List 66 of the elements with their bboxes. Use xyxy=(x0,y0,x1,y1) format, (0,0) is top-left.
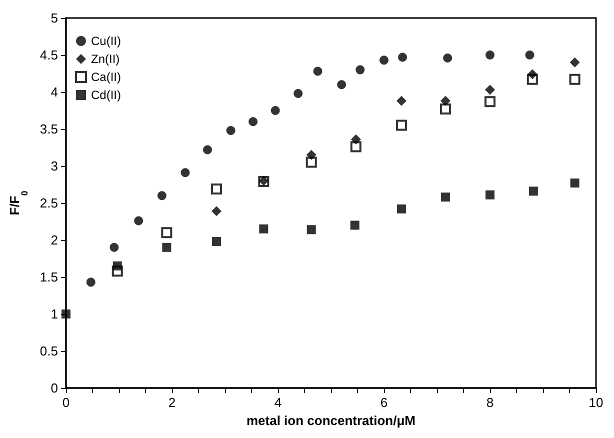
point xyxy=(134,216,144,226)
point xyxy=(294,88,303,98)
y-tick-label: 3 xyxy=(50,158,58,174)
y-tick-label: 2 xyxy=(50,232,58,248)
x-axis-title: metal ion concentration/μM xyxy=(246,412,416,428)
point xyxy=(161,227,172,238)
x-tick-label: 4 xyxy=(274,395,282,410)
point xyxy=(570,178,580,188)
point xyxy=(440,104,451,115)
point xyxy=(396,204,406,214)
point xyxy=(440,192,450,202)
point xyxy=(350,220,360,230)
y-tick-label: 3.5 xyxy=(40,122,58,136)
point xyxy=(259,224,268,234)
point xyxy=(485,190,494,200)
point xyxy=(180,168,190,178)
point xyxy=(380,56,388,65)
y-tick-label: 4.5 xyxy=(40,48,58,62)
point xyxy=(162,242,172,252)
point xyxy=(212,206,222,216)
legend-label: Cd(II) xyxy=(91,88,122,102)
point xyxy=(306,156,317,168)
point xyxy=(86,278,96,287)
point xyxy=(306,225,316,234)
point xyxy=(157,191,166,200)
x-tick-label: 10 xyxy=(588,395,604,410)
x-tick-label: 0 xyxy=(62,395,70,410)
point xyxy=(112,266,123,277)
point xyxy=(570,57,580,68)
y-tick-label: 0.5 xyxy=(40,344,58,358)
y-tick-label: 1 xyxy=(50,306,58,322)
point xyxy=(526,74,538,85)
point xyxy=(525,50,534,60)
y-axis-title: F/F0 xyxy=(7,190,30,216)
point xyxy=(484,96,496,108)
y-tick-label: 1.5 xyxy=(40,270,58,284)
point xyxy=(569,74,580,85)
point xyxy=(270,106,280,115)
point xyxy=(528,186,538,196)
legend-label: Cu(II) xyxy=(91,34,122,48)
legend-label: Ca(II) xyxy=(91,70,122,84)
point xyxy=(61,310,70,318)
point xyxy=(356,65,365,74)
point xyxy=(350,141,362,152)
point xyxy=(211,183,222,194)
point xyxy=(248,117,258,126)
y-tick-label: 5 xyxy=(50,10,58,26)
point xyxy=(110,242,119,252)
point xyxy=(398,52,408,62)
point xyxy=(313,66,322,76)
x-tick-label: 2 xyxy=(168,395,176,410)
point xyxy=(396,96,406,106)
legend-label: Zn(II) xyxy=(91,52,120,66)
point xyxy=(396,120,407,131)
point xyxy=(484,84,495,95)
x-tick-label: 6 xyxy=(380,395,388,410)
y-tick-label: 4 xyxy=(50,84,58,100)
point xyxy=(337,80,346,90)
y-tick-label: 0 xyxy=(50,380,58,396)
point xyxy=(226,126,236,135)
point xyxy=(203,145,212,154)
point xyxy=(486,50,494,60)
point xyxy=(443,53,452,62)
x-tick-label: 8 xyxy=(486,395,494,410)
y-tick-label: 2.5 xyxy=(40,196,58,210)
point xyxy=(212,236,221,246)
